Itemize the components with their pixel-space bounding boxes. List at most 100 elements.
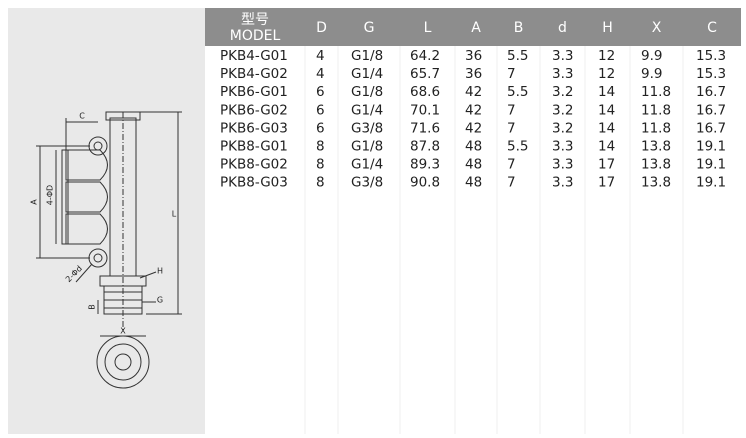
table-cell: 36 [465,66,482,82]
table-cell: 42 [465,120,482,136]
table-cell: 13.8 [641,139,671,155]
table-cell: 48 [465,175,482,191]
drawing-label: A [30,199,39,205]
header-cell: X [652,20,662,36]
table-cell: 64.2 [410,48,440,64]
table-cell: PKB8-G03 [220,175,288,191]
table-cell: 3.2 [552,120,573,136]
header-cell: d [558,20,567,36]
table-cell: PKB4-G02 [220,66,288,82]
table-cell: 90.8 [410,175,440,191]
header-cell: B [514,20,524,36]
table-cell: 19.1 [696,175,726,191]
table-cell: PKB8-G01 [220,139,288,155]
table-cell: 6 [316,102,325,118]
table-cell: 17 [598,175,615,191]
table-cell: 13.8 [641,157,671,173]
table-cell: 8 [316,139,325,155]
drawing-label: B [88,304,97,310]
header-cell: A [471,20,481,36]
header-model-cn: 型号 [241,12,269,28]
technical-drawing: C A 4-ΦD 2-Φd H B G L X [30,111,182,389]
drawing-label: X [120,327,126,336]
drawing-label: H [157,267,163,276]
table-cell: 89.3 [410,157,440,173]
table-cell: G1/8 [351,84,383,100]
table-cell: 12 [598,66,615,82]
table-cell: 42 [465,84,482,100]
table-cell: 13.8 [641,175,671,191]
table-cell: 3.2 [552,84,573,100]
table-cell: 19.1 [696,157,726,173]
table-cell: 7 [507,66,516,82]
table-cell: 7 [507,120,516,136]
table-cell: PKB6-G02 [220,102,288,118]
table-cell: 11.8 [641,102,671,118]
table-cell: 6 [316,84,325,100]
table-cell: G3/8 [351,120,383,136]
table-cell: 19.1 [696,139,726,155]
table-cell: 4 [316,66,325,82]
table-cell: 3.3 [552,66,573,82]
drawing-label: G [157,296,163,305]
table-cell: 14 [598,120,615,136]
table-cell: 14 [598,102,615,118]
table-cell: 11.8 [641,84,671,100]
header-cell: D [316,20,327,36]
table-cell: 71.6 [410,120,440,136]
table-cell: 3.2 [552,102,573,118]
table-cell: 14 [598,84,615,100]
header-cell: C [707,20,717,36]
table-cell: PKB6-G03 [220,120,288,136]
header-cell: H [602,20,613,36]
table-cell: 15.3 [696,48,726,64]
table-cell: 48 [465,139,482,155]
table-cell: 8 [316,175,325,191]
table-cell: G1/8 [351,48,383,64]
table-cell: 6 [316,120,325,136]
header-model-en: MODEL [230,28,281,44]
table-cell: 36 [465,48,482,64]
drawing-panel [8,8,205,434]
table-cell: G1/8 [351,139,383,155]
table-cell: PKB8-G02 [220,157,288,173]
table-cell: 16.7 [696,84,726,100]
header-cell: L [424,20,432,36]
table-cell: 70.1 [410,102,440,118]
table-cell: PKB6-G01 [220,84,288,100]
table-cell: 3.3 [552,175,573,191]
table-cell: 15.3 [696,66,726,82]
table-cell: 3.3 [552,157,573,173]
table-cell: 17 [598,157,615,173]
table-cell: 11.8 [641,120,671,136]
table-cell: 12 [598,48,615,64]
table-cell: 4 [316,48,325,64]
table-cell: 7 [507,157,516,173]
table-cell: 68.6 [410,84,440,100]
table-cell: 87.8 [410,139,440,155]
table-cell: 16.7 [696,120,726,136]
table-cell: 7 [507,102,516,118]
drawing-label: L [172,210,177,219]
header-row [205,8,741,46]
table-cell: G1/4 [351,157,383,173]
table-cell: 5.5 [507,48,528,64]
table-cell: G1/4 [351,102,383,118]
table-cell: 9.9 [641,66,662,82]
table-cell: 5.5 [507,139,528,155]
table-cell: 9.9 [641,48,662,64]
table-cell: 65.7 [410,66,440,82]
drawing-label: C [79,112,85,121]
table-cell: 5.5 [507,84,528,100]
table-cell: G3/8 [351,175,383,191]
table-cell: PKB4-G01 [220,48,288,64]
table-cell: 8 [316,157,325,173]
table-cell: 16.7 [696,102,726,118]
table-cell: 3.3 [552,48,573,64]
table-cell: 48 [465,157,482,173]
header-cell: G [364,20,375,36]
table-cell: 7 [507,175,516,191]
table-cell: 3.3 [552,139,573,155]
